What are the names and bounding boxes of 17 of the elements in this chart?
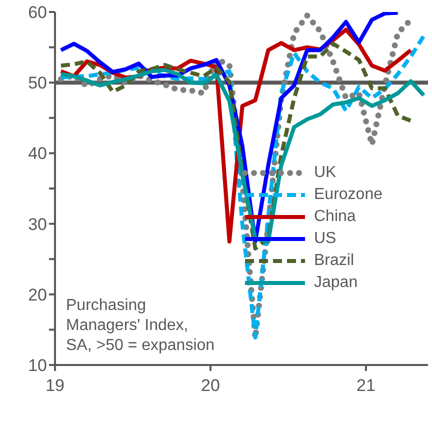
legend-label: Japan [314,274,358,292]
x-tick-label: 21 [356,376,376,396]
x-tick-label: 19 [46,376,64,396]
y-tick-label: 20 [28,285,47,304]
y-tick-label: 10 [28,356,47,376]
legend-label: China [314,208,356,226]
annotation: Purchasing Managers' Index, SA, >50 = expansion [66,296,216,356]
y-tick-label: 60 [28,3,47,22]
line-series [58,68,426,244]
legend-label: US [314,230,336,248]
legend-label: UK [314,164,336,182]
x-tick-label: 20 [201,376,220,396]
y-tick-label: 50 [28,74,47,93]
y-tick-label: 40 [28,144,47,164]
legend-label: Brazil [314,252,354,270]
y-tick-label: 30 [28,214,47,234]
legend-label: Eurozone [314,186,382,204]
